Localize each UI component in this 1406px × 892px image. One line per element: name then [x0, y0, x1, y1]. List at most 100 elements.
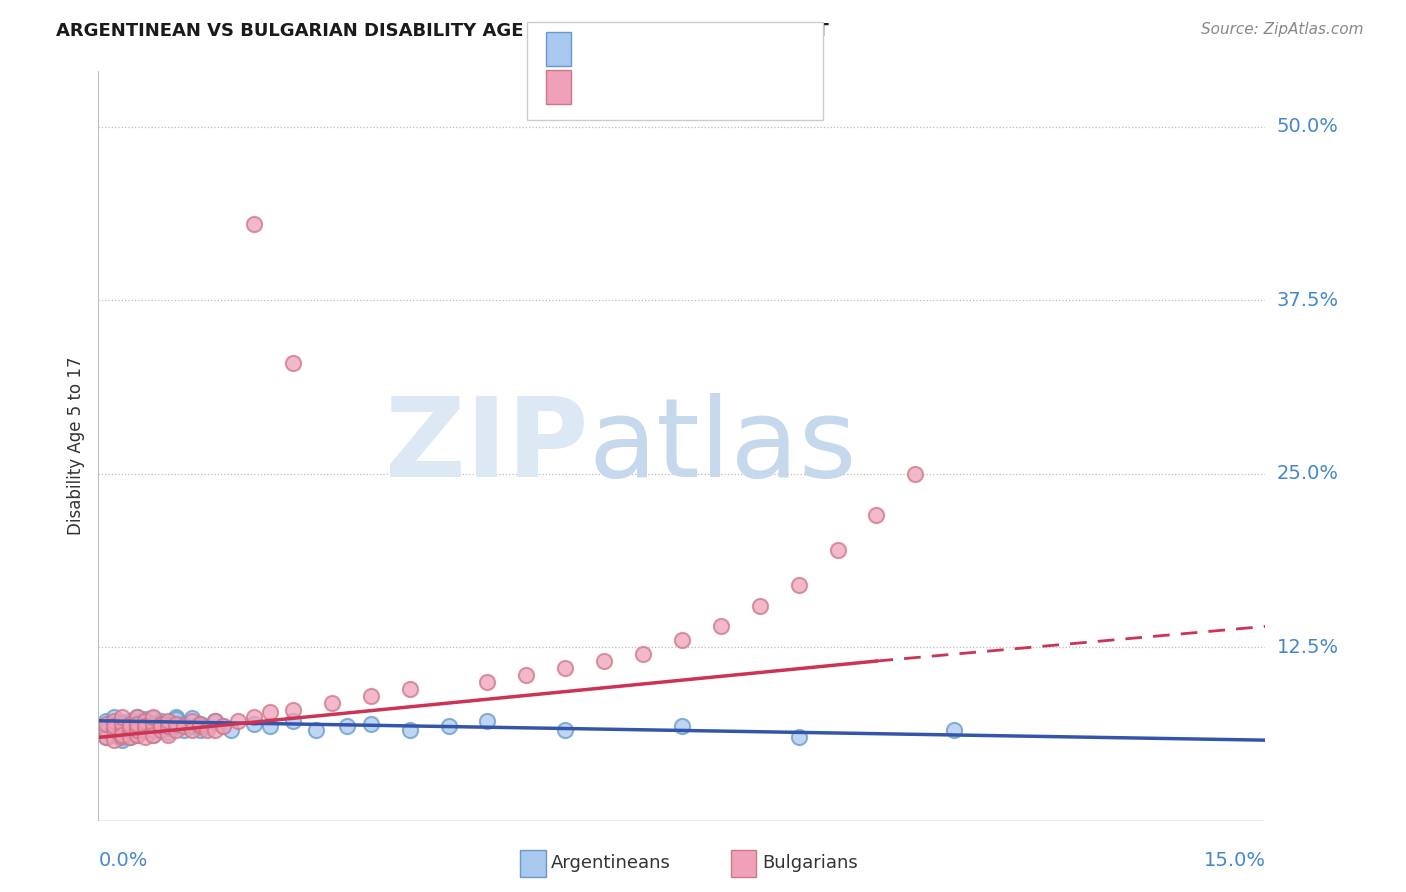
Point [142, 718, 165, 732]
Point [305, 723, 328, 738]
Point [111, 723, 134, 738]
Point [204, 723, 226, 738]
Text: ARGENTINEAN VS BULGARIAN DISABILITY AGE 5 TO 17 CORRELATION CHART: ARGENTINEAN VS BULGARIAN DISABILITY AGE … [56, 22, 830, 40]
Point [134, 731, 156, 745]
Y-axis label: Disability Age 5 to 17: Disability Age 5 to 17 [66, 357, 84, 535]
Point [142, 711, 165, 725]
Point [96, 719, 118, 733]
Point [787, 731, 810, 745]
Point [127, 709, 149, 723]
Point [477, 714, 499, 728]
Point [437, 719, 460, 733]
Point [188, 716, 211, 731]
Text: 15.0%: 15.0% [1204, 851, 1265, 871]
Point [165, 712, 187, 726]
Point [173, 723, 195, 738]
Point [180, 723, 202, 738]
Point [103, 716, 125, 731]
Point [259, 706, 281, 720]
Point [188, 719, 211, 733]
Point [142, 709, 165, 723]
Point [204, 714, 226, 728]
Point [118, 716, 141, 731]
Point [142, 716, 165, 731]
Point [142, 723, 165, 738]
Point [142, 719, 165, 733]
Point [180, 714, 202, 728]
Text: 37.5%: 37.5% [1277, 291, 1339, 310]
Point [134, 719, 156, 733]
Point [827, 543, 849, 558]
Point [243, 709, 266, 723]
Point [111, 709, 134, 723]
Point [134, 716, 156, 731]
Point [149, 714, 172, 728]
Point [127, 728, 149, 742]
Point [631, 647, 654, 661]
Point [127, 723, 149, 738]
Point [165, 709, 187, 723]
Point [943, 723, 966, 738]
Point [96, 731, 118, 745]
Point [111, 731, 134, 745]
Point [103, 709, 125, 723]
Point [671, 633, 693, 648]
Point [515, 668, 537, 682]
Point [96, 731, 118, 745]
Point [118, 731, 141, 745]
Text: ZIP: ZIP [385, 392, 589, 500]
Point [157, 719, 180, 733]
Point [593, 654, 616, 668]
Point [243, 716, 266, 731]
Point [157, 724, 180, 739]
Point [111, 728, 134, 742]
Point [127, 719, 149, 733]
Point [149, 716, 172, 731]
Text: 50.0%: 50.0% [1277, 118, 1339, 136]
Point [127, 709, 149, 723]
Point [398, 723, 420, 738]
Point [149, 716, 172, 731]
Text: Source: ZipAtlas.com: Source: ZipAtlas.com [1201, 22, 1364, 37]
Point [259, 719, 281, 733]
Point [398, 681, 420, 696]
Point [134, 721, 156, 735]
Text: R =  0.105  N = 65: R = 0.105 N = 65 [581, 78, 738, 96]
Point [142, 728, 165, 742]
Point [477, 674, 499, 689]
Point [118, 719, 141, 733]
Point [710, 619, 733, 633]
Point [127, 716, 149, 731]
Point [180, 719, 202, 733]
Point [142, 728, 165, 742]
Point [904, 467, 927, 481]
Point [157, 728, 180, 742]
Point [281, 703, 304, 717]
Point [212, 719, 235, 733]
Point [103, 728, 125, 742]
Point [149, 723, 172, 738]
Point [127, 719, 149, 733]
Point [188, 723, 211, 738]
Point [157, 714, 180, 728]
Point [671, 719, 693, 733]
Point [243, 217, 266, 231]
Point [127, 714, 149, 728]
Point [157, 716, 180, 731]
Point [212, 719, 235, 733]
Text: Argentineans: Argentineans [551, 855, 671, 872]
Point [336, 719, 359, 733]
Point [195, 723, 218, 738]
Point [204, 714, 226, 728]
Point [118, 723, 141, 738]
Point [865, 508, 887, 523]
Point [281, 714, 304, 728]
Point [554, 661, 576, 675]
Point [118, 719, 141, 733]
Point [118, 723, 141, 738]
Point [111, 733, 134, 747]
Point [321, 696, 343, 710]
Point [134, 723, 156, 738]
Text: R = -0.079  N = 63: R = -0.079 N = 63 [581, 40, 738, 58]
Point [127, 728, 149, 742]
